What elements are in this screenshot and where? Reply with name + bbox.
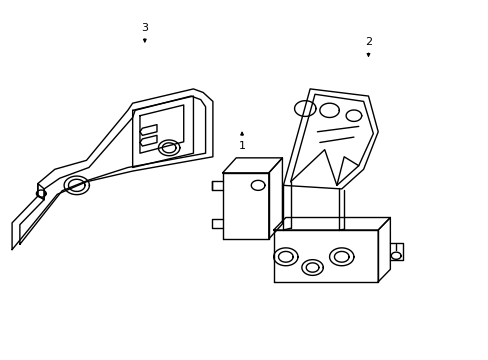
Text: 3: 3 <box>141 23 148 42</box>
Text: 1: 1 <box>238 132 245 151</box>
Text: 2: 2 <box>364 37 371 56</box>
